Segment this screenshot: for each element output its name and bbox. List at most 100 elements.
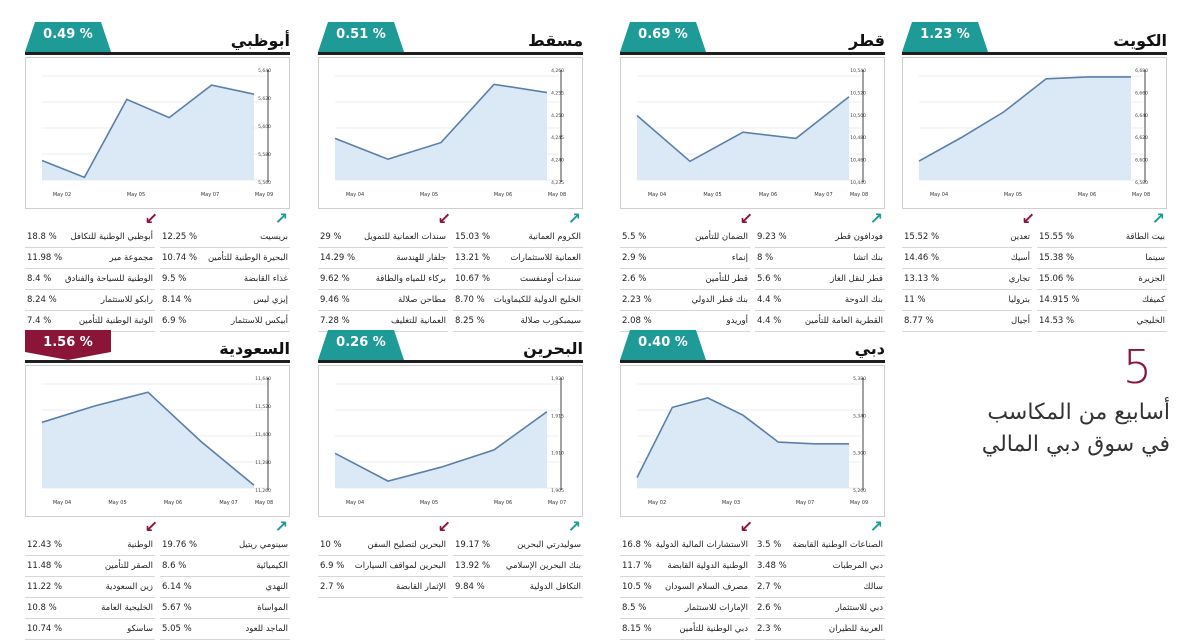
series-line <box>334 83 548 161</box>
stock-change: 11.22 % <box>27 582 63 592</box>
list-item: العربية للطيران 2.3 % <box>755 619 885 640</box>
line-chart: 4,260 4,255 4,250 4,245 4,240 4,235 May 04 May … <box>334 68 566 198</box>
list-item: تعدين 15.52 % <box>902 227 1032 248</box>
stock-change: 5.67 % <box>162 603 192 613</box>
list-item: سوليدرتي البحرين 19.17 % <box>453 535 583 556</box>
stock-change: 10 % <box>320 540 342 550</box>
series-area <box>42 392 254 488</box>
y-tick-label: 10,440 <box>850 180 866 186</box>
stock-name: البحرين لتصليح السفن <box>367 540 446 550</box>
list-item: بنك قطر الدولي 2.23 % <box>620 290 750 311</box>
stock-name: مطاحن صلالة <box>398 295 446 305</box>
stock-name: سندات العمانية للتمويل <box>363 232 446 242</box>
list-item: العمانية للتغليف 7.28 % <box>318 311 448 332</box>
stock-change: 8.4 % <box>27 274 52 284</box>
list-item: المواساة 5.67 % <box>160 598 290 619</box>
change-value: 0.40 % <box>638 335 688 350</box>
stock-change: 8 % <box>757 253 774 263</box>
list-item: الصقر للتأمين 11.48 % <box>25 556 155 577</box>
x-tick-label: May 07 <box>796 500 814 506</box>
badge-up-shape <box>620 22 706 52</box>
gainers-arrow-icon: ↗ <box>869 517 883 536</box>
list-item: الكروم العمانية 15.03 % <box>453 227 583 248</box>
x-tick-label: May 08 <box>548 192 566 198</box>
badge-up-shape <box>25 22 111 52</box>
headline-line-1: أسابيع من المكاسب <box>987 400 1170 425</box>
change-value: 1.56 % <box>43 335 93 350</box>
stock-name: البحيرة الوطنية للتأمين <box>207 253 288 263</box>
market-header: البحرين 0.26 % <box>318 330 583 363</box>
change-value: 0.69 % <box>638 27 688 42</box>
list-item: دبي للاستثمار 2.6 % <box>755 598 885 619</box>
market-header: قطر 0.69 % <box>620 22 885 55</box>
stock-name: بيت الطاقة <box>1125 232 1165 242</box>
gainers-arrow-icon: ↗ <box>869 209 883 228</box>
stock-change: 18.8 % <box>27 232 57 242</box>
stock-change: 5.05 % <box>162 624 192 634</box>
stock-name: إيزي ليس <box>253 295 288 305</box>
stock-change: 8.24 % <box>27 295 57 305</box>
series-line <box>41 391 255 486</box>
series-area <box>335 411 547 488</box>
stock-name: الضمان للتأمين <box>695 232 748 242</box>
x-tick-label: May 07 <box>201 192 219 198</box>
stock-name: أبوظبي الوطنية للتكافل <box>70 232 154 242</box>
list-item: الإثمار القابضة 2.7 % <box>318 577 448 598</box>
list-item: مصرف السلام السودان 10.5 % <box>620 577 750 598</box>
market-panel: قطر 0.69 % 10,540 10,520 10,500 10,480 10,460 1… <box>620 22 885 332</box>
y-tick-label: 10,500 <box>850 113 866 119</box>
losers-list: الوطنية 12.43 % الصقر للتأمين 11.48 % زين ال… <box>25 535 155 640</box>
series-line <box>918 76 1131 162</box>
y-tick-label: 6,640 <box>1135 113 1148 119</box>
list-item: القطرية العامة للتأمين 4.4 % <box>755 311 885 332</box>
stock-change: 15.38 % <box>1039 253 1075 263</box>
stock-name: بنك قطر الدولي <box>691 295 748 305</box>
stock-change: 7.4 % <box>27 316 52 326</box>
headline-line-2: في سوق دبي المالي <box>981 432 1170 457</box>
gainers-list: الصناعات الوطنية القابضة 3.5 % دبي المرطبا… <box>755 535 885 640</box>
list-item: دبي المرطبات 3.48 % <box>755 556 885 577</box>
stock-change: 14.29 % <box>320 253 356 263</box>
change-badge: 0.69 % <box>620 22 706 52</box>
list-item: الكيميائية 8.6 % <box>160 556 290 577</box>
stock-name: أجيال <box>1011 316 1030 326</box>
x-tick-label: May 06 <box>494 192 512 198</box>
stock-change: 9.5 % <box>162 274 187 284</box>
list-item: بيت الطاقة 15.55 % <box>1037 227 1167 248</box>
market-panel: دبي 0.40 % 5,380 5,340 5,300 5,260 May 02 May 0… <box>620 330 885 640</box>
stock-name: بركاء للمياه والطاقة <box>375 274 446 284</box>
list-item: كميفك 14.915 % <box>1037 290 1167 311</box>
list-item: الماجد للعود 5.05 % <box>160 619 290 640</box>
chart-area: 5,380 5,340 5,300 5,260 May 02 May 03 May 07 Ma… <box>620 365 885 517</box>
stock-change: 3.48 % <box>757 561 787 571</box>
market-name: أبوظبي <box>230 31 290 50</box>
list-item: سندات العمانية للتمويل 29 % <box>318 227 448 248</box>
x-tick-label: May 04 <box>346 500 364 506</box>
list-item: أبوظبي الوطنية للتكافل 18.8 % <box>25 227 155 248</box>
list-item: الوطنية للسياحة والفنادق 8.4 % <box>25 269 155 290</box>
y-tick-label: 6,600 <box>1135 158 1148 164</box>
stock-name: سيمبكورب صلالة <box>520 316 582 326</box>
stock-change: 2.23 % <box>622 295 652 305</box>
stock-change: 8.77 % <box>904 316 934 326</box>
stock-change: 9.46 % <box>320 295 350 305</box>
chart-area: 1,920 1,915 1,910 1,905 May 04 May 05 May 06 Ma… <box>318 365 583 517</box>
badge-down-shape <box>25 330 111 360</box>
stock-change: 11.7 % <box>622 561 652 571</box>
y-tick-label: 11,640 <box>255 376 271 382</box>
y-tick-label: 5,560 <box>258 180 271 186</box>
stock-change: 6.9 % <box>162 316 187 326</box>
list-item: بنك اتشا 8 % <box>755 248 885 269</box>
stock-name: قطر للتأمين <box>705 274 748 284</box>
stock-change: 19.76 % <box>162 540 198 550</box>
y-tick-label: 4,250 <box>551 113 564 119</box>
gainers-list: سينومي ريتيل 19.76 % الكيميائية 8.6 % النهدي… <box>160 535 290 640</box>
list-item: بتروليا 11 % <box>902 290 1032 311</box>
stock-change: 9.62 % <box>320 274 350 284</box>
x-tick-label: May 05 <box>420 192 438 198</box>
y-tick-label: 11,280 <box>255 460 271 466</box>
stock-name: بنك البحرين الإسلامي <box>505 561 581 571</box>
losers-arrow-icon: ↙ <box>739 209 753 228</box>
list-item: بنك الدوحة 4.4 % <box>755 290 885 311</box>
y-tick-label: 6,620 <box>1135 135 1148 141</box>
